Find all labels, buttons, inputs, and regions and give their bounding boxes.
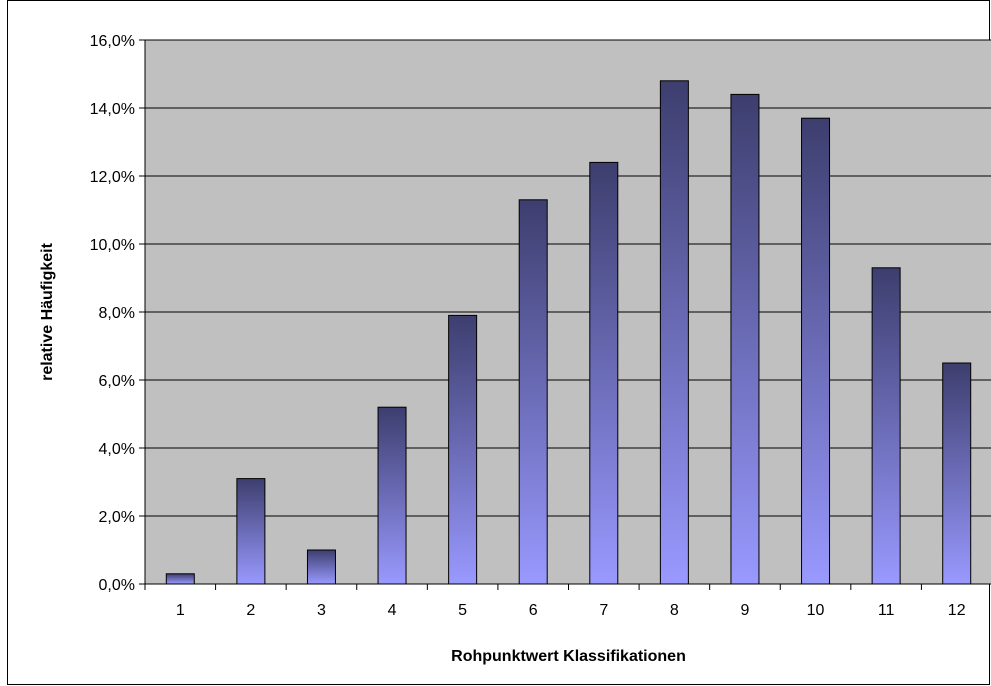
y-tick-label: 16,0% <box>90 33 135 50</box>
x-tick-label: 10 <box>807 602 825 619</box>
x-tick-label: 6 <box>529 602 538 619</box>
x-tick-label: 1 <box>176 602 185 619</box>
bar <box>166 574 194 584</box>
bar <box>237 479 265 584</box>
bar <box>660 81 688 584</box>
bar <box>449 315 477 584</box>
x-tick-label: 12 <box>948 602 966 619</box>
x-tick-label: 7 <box>599 602 608 619</box>
bar <box>590 162 618 584</box>
y-tick-label: 4,0% <box>99 441 135 458</box>
x-tick-label: 2 <box>246 602 255 619</box>
x-tick-label: 4 <box>388 602 397 619</box>
x-tick-label: 9 <box>741 602 750 619</box>
y-tick-label: 8,0% <box>99 305 135 322</box>
x-tick-label: 5 <box>458 602 467 619</box>
y-tick-label: 2,0% <box>99 509 135 526</box>
y-tick-label: 14,0% <box>90 101 135 118</box>
y-axis-title: relative Häufigkeit <box>39 242 56 381</box>
bar <box>378 407 406 584</box>
y-tick-label: 10,0% <box>90 237 135 254</box>
y-tick-label: 0,0% <box>99 577 135 594</box>
bar <box>943 363 971 584</box>
x-tick-label: 3 <box>317 602 326 619</box>
bar <box>731 94 759 584</box>
bar <box>802 118 830 584</box>
bar <box>872 268 900 584</box>
y-tick-label: 12,0% <box>90 169 135 186</box>
x-axis-title: Rohpunktwert Klassifikationen <box>451 648 686 665</box>
y-tick-label: 6,0% <box>99 373 135 390</box>
bar <box>519 200 547 584</box>
x-tick-label: 8 <box>670 602 679 619</box>
x-tick-label: 11 <box>878 602 895 619</box>
bar <box>307 550 335 584</box>
